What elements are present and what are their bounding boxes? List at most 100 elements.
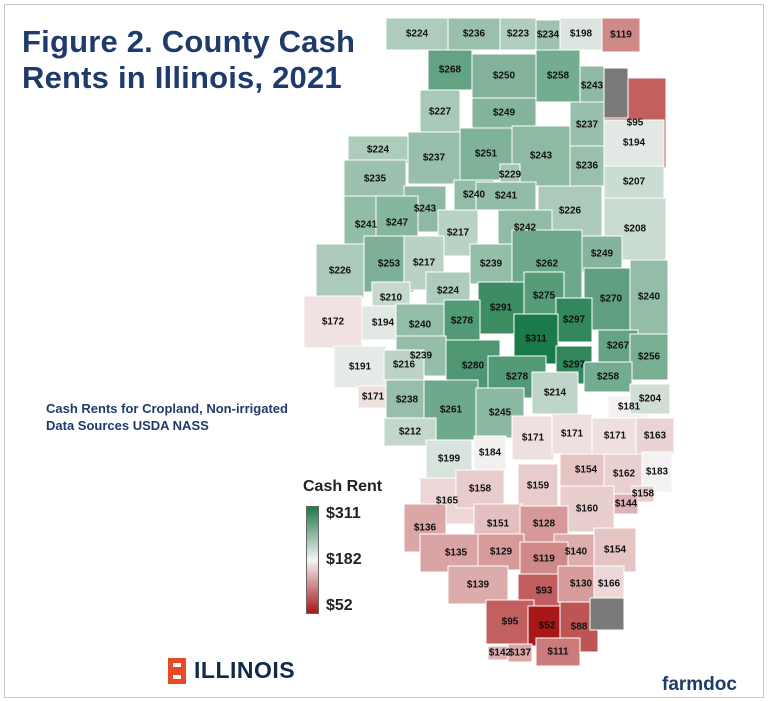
county-rent-label: $165	[436, 496, 459, 507]
county-rent-label: $166	[598, 579, 621, 590]
county-rent-label: $270	[600, 294, 623, 305]
county-rent-label: $238	[396, 395, 419, 406]
county-rent-label: $119	[533, 554, 555, 565]
county-rent-label: $240	[638, 292, 661, 303]
county-rent-label: $194	[623, 138, 646, 149]
county-region	[511, 125, 571, 187]
county-rent-label: $162	[613, 469, 636, 480]
county-region	[583, 361, 633, 393]
legend-color-bar	[306, 506, 319, 614]
county-rent-label: $217	[413, 258, 436, 269]
county-region	[555, 297, 593, 343]
county-region	[469, 243, 513, 285]
county-rent-label: $226	[329, 266, 352, 277]
county-rent-label: $261	[440, 405, 463, 416]
county-rent-label: $267	[607, 341, 630, 352]
county-rent-label: $224	[406, 29, 429, 40]
legend-title: Cash Rent	[303, 478, 383, 495]
county-region	[641, 451, 673, 493]
county-rent-label: $291	[490, 303, 513, 314]
county-rent-label: $235	[364, 174, 387, 185]
county-rent-label: $242	[514, 223, 537, 234]
county-region	[447, 565, 509, 605]
county-rent-label: $258	[597, 372, 620, 383]
county-rent-label: $311	[525, 334, 547, 345]
legend-max-label: $311	[326, 505, 361, 522]
county-rent-label: $247	[386, 218, 409, 229]
county-rent-label: $234	[537, 30, 560, 41]
county-rent-label: $88	[571, 622, 588, 633]
county-rent-label: $171	[522, 433, 545, 444]
county-region	[303, 295, 363, 349]
county-rent-label: $216	[393, 360, 416, 371]
county-no-data	[589, 597, 625, 631]
map-subtitle: Cash Rents for Cropland, Non-irrigated D…	[46, 400, 288, 434]
county-region	[385, 379, 429, 421]
county-rent-label: $158	[469, 484, 492, 495]
county-rent-label: $256	[638, 352, 661, 363]
county-rent-label: $212	[399, 427, 422, 438]
county-rent-label: $278	[451, 316, 474, 327]
county-region	[535, 19, 561, 51]
county-rent-label: $137	[509, 648, 532, 659]
county-rent-label: $184	[479, 448, 502, 459]
county-region	[629, 259, 669, 335]
illinois-logo-text: ILLINOIS	[194, 657, 296, 683]
county-rent-label: $251	[475, 149, 498, 160]
county-region	[471, 97, 537, 129]
county-rent-label: $160	[576, 504, 599, 515]
county-rent-label: $181	[618, 402, 641, 413]
county-rent-label: $198	[570, 29, 593, 40]
county-region	[511, 415, 555, 461]
county-rent-label: $229	[499, 170, 522, 181]
subtitle-line-1: Cash Rents for Cropland, Non-irrigated	[46, 401, 288, 416]
county-rent-label: $245	[489, 408, 512, 419]
legend-mid-label: $182	[326, 551, 362, 568]
county-rent-label: $93	[536, 586, 553, 597]
county-rent-label: $154	[575, 465, 598, 476]
illinois-logo: ILLINOIS	[168, 657, 295, 684]
county-region	[559, 485, 615, 533]
county-region	[629, 333, 669, 381]
county-rent-label: $253	[378, 259, 401, 270]
county-rent-label: $151	[487, 519, 510, 530]
county-rent-label: $214	[544, 388, 567, 399]
county-region	[475, 181, 537, 211]
county-region	[535, 637, 581, 667]
county-rent-label: $208	[624, 224, 647, 235]
county-region	[443, 299, 481, 343]
county-rent-label: $249	[591, 249, 614, 260]
county-rent-label: $243	[581, 81, 604, 92]
county-rent-label: $297	[563, 360, 586, 371]
county-region	[559, 453, 613, 487]
county-region	[559, 17, 603, 51]
county-rent-label: $199	[438, 454, 461, 465]
county-rent-label: $95	[627, 118, 644, 129]
county-region	[579, 65, 605, 107]
county-region	[383, 349, 425, 381]
county-region	[629, 383, 671, 415]
county-region	[583, 267, 639, 331]
county-rent-label: $280	[462, 361, 485, 372]
county-rent-label: $52	[539, 621, 556, 632]
county-region	[477, 533, 525, 571]
county-region	[333, 345, 387, 389]
county-rent-label: $236	[463, 29, 486, 40]
county-rent-label: $278	[506, 372, 529, 383]
county-region	[601, 17, 641, 53]
subtitle-line-2: Data Sources USDA NASS	[46, 418, 209, 433]
county-rent-label: $226	[559, 206, 582, 217]
county-rent-label: $239	[480, 259, 503, 270]
county-rent-label: $241	[355, 220, 378, 231]
county-rent-label: $275	[533, 291, 556, 302]
block-i-icon	[168, 657, 186, 684]
legend-min-label: $52	[326, 597, 353, 614]
county-rent-label: $171	[362, 392, 385, 403]
county-rent-label: $194	[372, 318, 395, 329]
county-rent-label: $240	[463, 190, 486, 201]
county-rent-label: $171	[561, 429, 584, 440]
county-rent-label: $144	[615, 499, 638, 510]
county-rent-label: $159	[527, 481, 550, 492]
county-rent-label: $243	[414, 204, 437, 215]
